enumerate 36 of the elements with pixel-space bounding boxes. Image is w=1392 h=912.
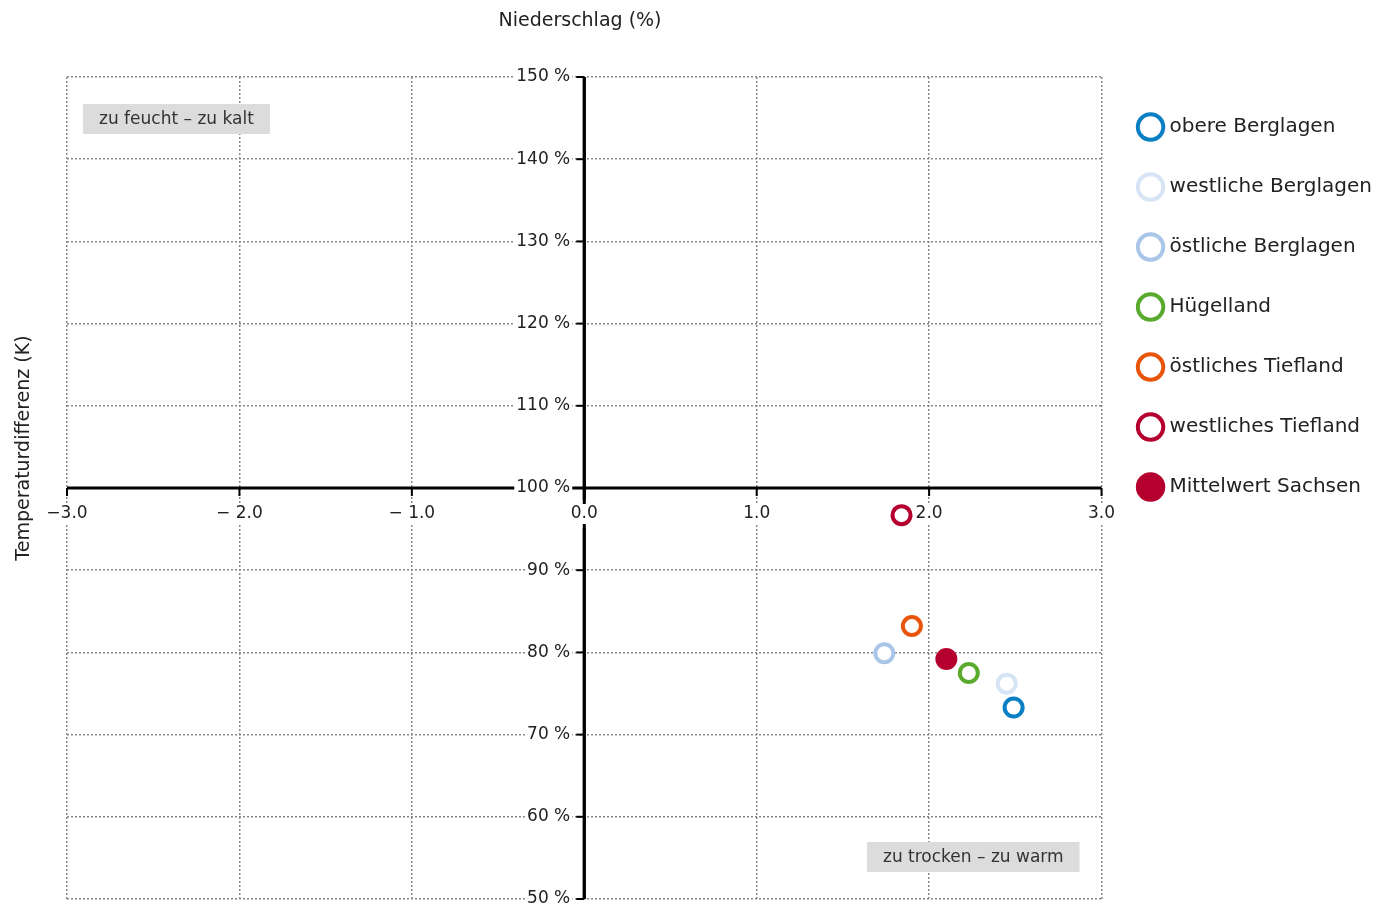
- legend-label: westliche Berglagen: [1169, 173, 1372, 198]
- y-tick-label: 80 %: [527, 640, 571, 661]
- point: [1002, 696, 1025, 719]
- legend-label: westliches Tiefland: [1169, 413, 1361, 438]
- x-tick-label: −3.0: [46, 502, 88, 523]
- y-tick-label: 70 %: [527, 723, 571, 744]
- x-tick-label: − 1.0: [388, 502, 436, 523]
- x-tick-label: − 2.0: [216, 502, 263, 523]
- legend-label: obere Berglagen: [1169, 113, 1336, 138]
- point: [873, 642, 896, 665]
- y-tick-label: 100 %: [516, 476, 571, 497]
- y-tick-label: 60 %: [527, 805, 571, 826]
- legend-label: Hügelland: [1169, 293, 1272, 318]
- point: [995, 672, 1018, 695]
- x-tick-label: 3.0: [1088, 502, 1116, 523]
- y-tick-label: 50 %: [527, 887, 571, 908]
- y-tick-label: 140 %: [516, 147, 571, 168]
- chart-title: Niederschlag (%): [497, 8, 663, 30]
- x-tick-label: 0.0: [570, 502, 598, 523]
- y-tick-label: 120 %: [516, 312, 571, 333]
- point: [900, 615, 923, 638]
- point: [890, 504, 913, 527]
- point: [957, 661, 980, 684]
- y-tick-label: 150 %: [516, 65, 571, 86]
- y-tick-label: 90 %: [527, 558, 571, 579]
- y-tick-label: 110 %: [516, 394, 571, 415]
- point: [935, 647, 958, 670]
- annotation: zu feucht – zu kalt: [99, 108, 255, 129]
- x-tick-label: 1.0: [743, 502, 771, 523]
- legend-label: östliche Berglagen: [1169, 233, 1356, 258]
- annotation: zu trocken – zu warm: [882, 846, 1064, 867]
- y-tick-label: 130 %: [516, 229, 571, 250]
- x-tick-label: 2.0: [915, 502, 943, 523]
- legend-label: Mittelwert Sachsen: [1169, 473, 1362, 498]
- legend-label: östliches Tiefland: [1169, 353, 1344, 378]
- y-axis-title: Temperaturdifferenz (K): [11, 335, 33, 561]
